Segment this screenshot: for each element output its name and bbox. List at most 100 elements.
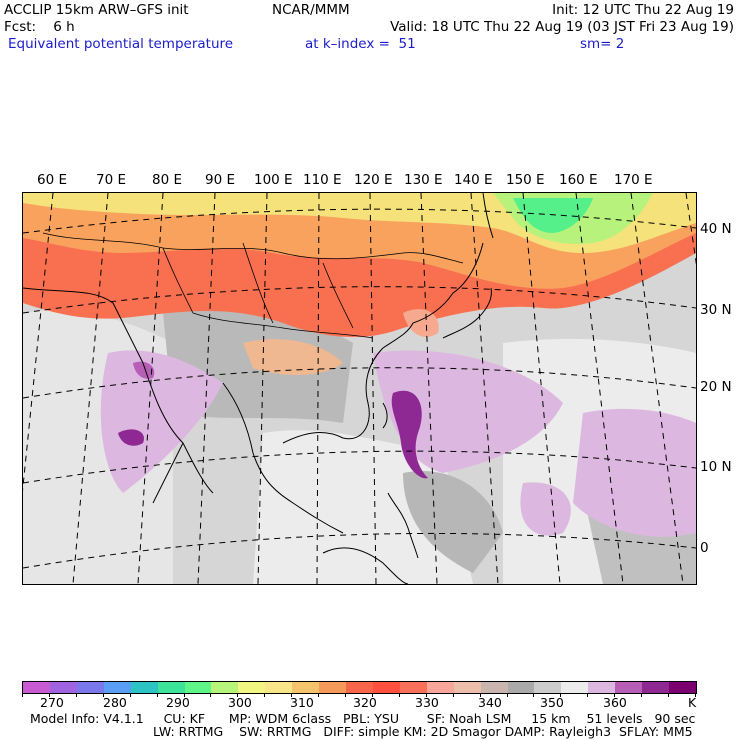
colorbar-label: 290 [166,695,190,710]
country-borders [42,232,464,339]
colorbar-tick [210,693,212,697]
colorbar-label: 360 [603,695,627,710]
field-dark-grey-region [403,471,503,573]
physics-info: LW: RRTMG SW: RRTMG DIFF: simple KM: 2D … [153,724,693,739]
field-deep-purple-region [118,429,144,446]
colorbar-swatch [130,682,158,693]
valid-time: Valid: 18 UTC Thu 22 Aug 19 (03 JST Fri … [390,19,734,35]
colorbar-swatch [453,682,481,693]
colorbar-tick [668,693,670,697]
colorbar-label: 310 [290,695,314,710]
colorbar-tick [75,693,77,697]
lat-label: 40 N [700,221,732,237]
field-purple-region [573,408,696,537]
map-canvas [23,193,696,584]
field-name: Equivalent potential temperature [8,36,234,52]
colorbar-label: 270 [40,695,64,710]
init-time: Init: 12 UTC Thu 22 Aug 19 [552,2,734,18]
lon-label: 60 E [37,172,67,188]
colorbar-tick [371,693,373,697]
colorbar-tick [264,693,266,697]
colorbar-tick [183,693,185,697]
colorbar-tick [345,693,347,697]
colorbar-tick [641,693,643,697]
colorbar-swatch [399,682,427,693]
colorbar-label: 340 [478,695,502,710]
colorbar-swatch [265,682,293,693]
model-info: Model Info: V4.1.1 CU: KF MP: WDM 6class… [30,711,696,726]
colorbar-unit: K [688,695,697,710]
lon-label: 130 E [404,172,443,188]
colorbar-swatch [669,682,697,693]
colorbar-swatch [588,682,616,693]
colorbar-tick [479,693,481,697]
colorbar-tick [156,693,158,697]
colorbar-tick [129,693,131,697]
lon-label: 70 E [96,172,126,188]
colorbar-swatch [211,682,239,693]
field-warm-region [403,309,439,337]
organization-label: NCAR/MMM [272,2,350,18]
lat-label: 20 N [700,379,732,395]
theta-e-map [22,192,697,585]
colorbar-swatch [480,682,508,693]
colorbar-swatch [534,682,562,693]
colorbar-swatch [507,682,535,693]
colorbar-label: 280 [103,695,127,710]
colorbar-tick [614,693,616,697]
lat-label: 30 N [700,302,732,318]
colorbar-tick [533,693,535,697]
field-cool-region [513,198,593,233]
lat-label: 10 N [700,459,732,475]
field-deep-purple-region [391,390,428,479]
colorbar-swatch [346,682,374,693]
lon-label: 170 E [614,172,653,188]
colorbar-swatch [642,682,670,693]
colorbar-tick [425,693,427,697]
colorbar-swatch [426,682,454,693]
lon-label: 140 E [454,172,493,188]
lon-label: 80 E [152,172,182,188]
colorbar [22,681,697,694]
colorbar-label: 330 [415,695,439,710]
colorbar-label: 350 [540,695,564,710]
lat-label: 0 [700,540,709,556]
coastlines [23,193,494,584]
lon-label: 120 E [354,172,393,188]
colorbar-tick [452,693,454,697]
colorbar-label: 320 [353,695,377,710]
colorbar-swatch [103,682,131,693]
smoothing-value: sm= 2 [580,36,625,52]
colorbar-tick [291,693,293,697]
lon-label: 150 E [506,172,545,188]
colorbar-swatch [23,682,50,693]
field-purple-region [520,482,571,536]
colorbar-tick [318,693,320,697]
colorbar-swatch [372,682,400,693]
colorbar-swatch [615,682,643,693]
lon-label: 90 E [205,172,235,188]
colorbar-tick [237,693,239,697]
colorbar-tick [398,693,400,697]
colorbar-tick [22,693,23,697]
field-deep-purple-region [133,361,155,379]
colorbar-tick [506,693,508,697]
lon-label: 160 E [559,172,598,188]
colorbar-swatch [49,682,77,693]
colorbar-swatch [238,682,266,693]
colorbar-tick [587,693,589,697]
colorbar-tick [560,693,562,697]
level-index: at k–index = 51 [305,36,416,52]
colorbar-tick [48,693,50,697]
colorbar-swatch [561,682,589,693]
colorbar-label: 300 [228,695,252,710]
lon-label: 110 E [303,172,342,188]
field-purple-region [373,350,563,473]
colorbar-tick [102,693,104,697]
colorbar-swatch [319,682,347,693]
colorbar-swatch [292,682,320,693]
colorbar-tick [695,693,696,697]
colorbar-swatch [157,682,185,693]
colorbar-swatch [76,682,104,693]
model-title: ACCLIP 15km ARW–GFS init [4,2,189,18]
